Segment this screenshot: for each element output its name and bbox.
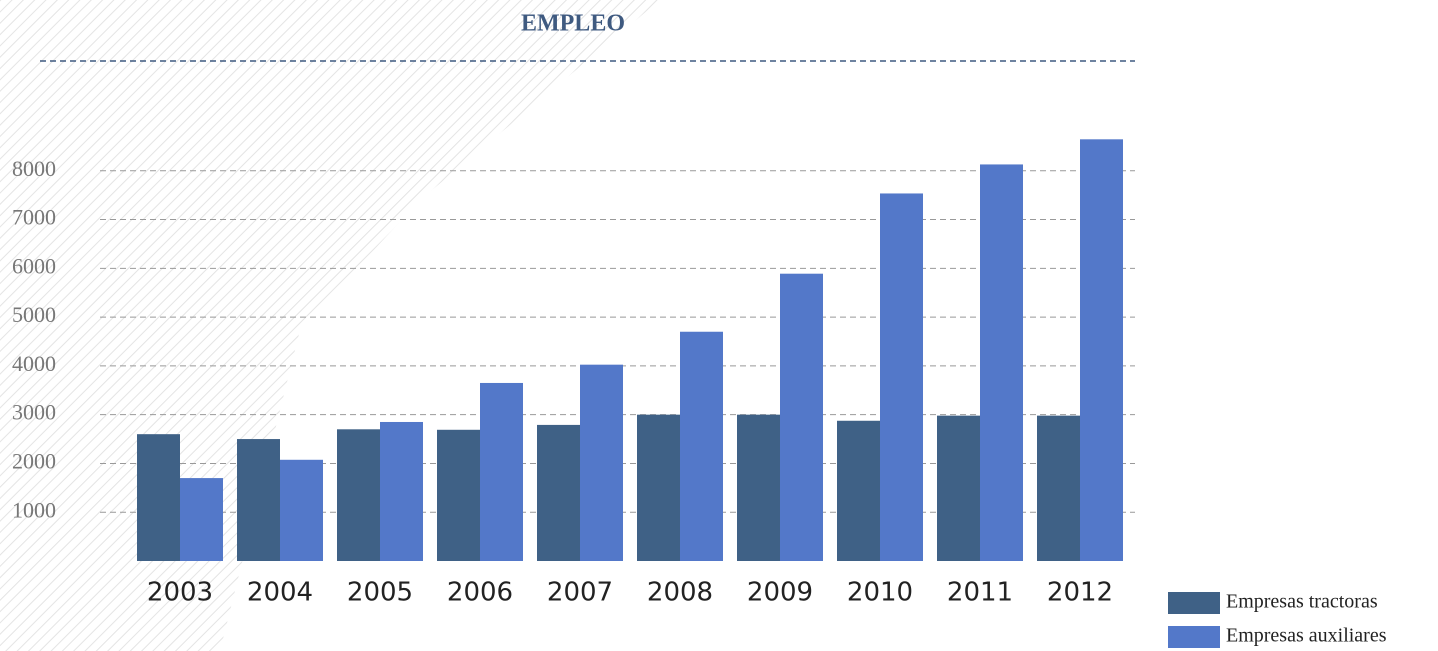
legend-label: Empresas auxiliares — [1226, 625, 1387, 647]
y-tick-label: 1000 — [12, 497, 56, 522]
y-tick-label: 2000 — [12, 448, 56, 473]
bar — [180, 478, 223, 561]
y-tick-label: 8000 — [12, 156, 56, 181]
bar — [337, 429, 380, 561]
x-tick-label: 2011 — [947, 578, 1013, 608]
bar — [680, 331, 723, 561]
chart-title: EMPLEO — [521, 11, 625, 37]
x-tick-label: 2005 — [347, 578, 413, 608]
y-tick-label: 4000 — [12, 351, 56, 376]
bar — [580, 364, 623, 561]
y-tick-label: 7000 — [12, 205, 56, 230]
bar — [137, 434, 180, 561]
x-tick-label: 2006 — [447, 578, 513, 608]
bar — [880, 193, 923, 561]
legend-swatch — [1168, 592, 1220, 614]
bar — [637, 414, 680, 561]
x-tick-label: 2008 — [647, 578, 713, 608]
x-tick-label: 2010 — [847, 578, 913, 608]
bar — [937, 415, 980, 561]
legend-label: Empresas tractoras — [1226, 591, 1378, 613]
bar — [780, 273, 823, 561]
x-tick-label: 2009 — [747, 578, 813, 608]
bar — [437, 429, 480, 561]
legend-swatch — [1168, 626, 1220, 648]
y-tick-label: 5000 — [12, 302, 56, 327]
bar — [737, 414, 780, 561]
bar — [537, 424, 580, 561]
bar — [237, 439, 280, 561]
x-tick-label: 2012 — [1047, 578, 1113, 608]
bar — [1037, 415, 1080, 561]
y-tick-label: 3000 — [12, 400, 56, 425]
bar — [837, 420, 880, 561]
bar — [280, 459, 323, 561]
bar — [1080, 139, 1123, 562]
x-tick-label: 2004 — [247, 578, 313, 608]
x-tick-label: 2003 — [147, 578, 213, 608]
bar — [380, 421, 423, 561]
x-tick-label: 2007 — [547, 578, 613, 608]
bar — [980, 164, 1023, 562]
bar — [480, 382, 523, 561]
y-tick-label: 6000 — [12, 253, 56, 278]
